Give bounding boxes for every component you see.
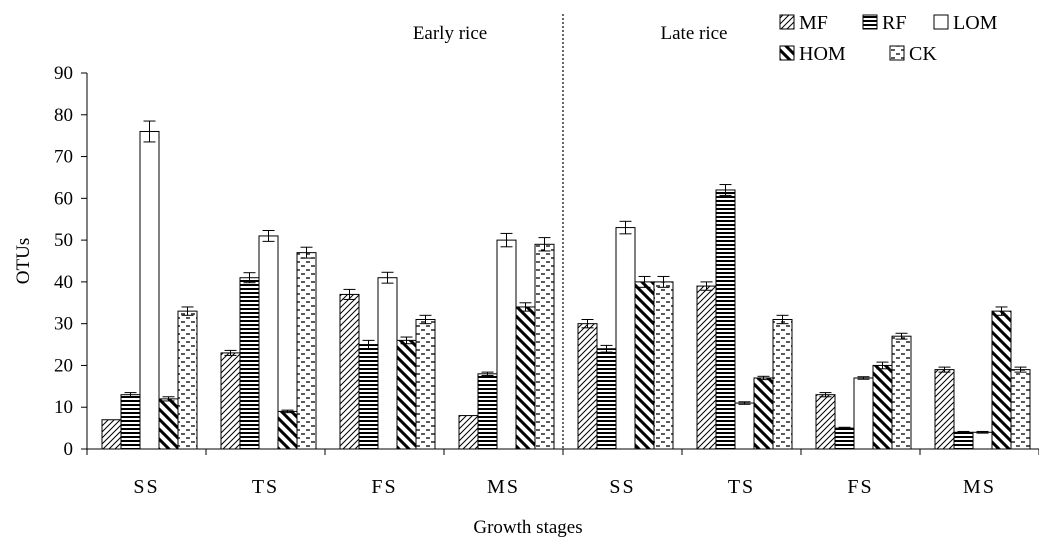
bar-hom [872,364,893,450]
bar-ck [653,281,674,450]
y-tick-label: 0 [64,439,74,460]
bar-hom [634,281,655,450]
bar-rf [477,373,498,450]
bar-rf [834,427,855,450]
legend-label-rf: RF [882,12,906,34]
bar-mf [815,394,836,450]
y-tick-label: 30 [54,314,73,335]
bar-mf [220,352,241,450]
bar-hom [515,306,536,450]
x-axis-title: Growth stages [473,517,582,538]
bar-lom [377,277,398,450]
group-label: Early rice [413,23,487,44]
bar-rf [120,394,141,450]
y-tick-label: 60 [54,188,73,209]
x-category-label: SS [133,476,159,498]
bar-ck [534,243,555,450]
group-label: Late rice [661,23,728,44]
x-category-label: MS [963,476,996,498]
x-category-label: TS [728,476,755,498]
bar-lom [258,235,279,450]
x-category-label: TS [252,476,279,498]
y-tick-label: 40 [54,272,73,293]
legend-swatch-mf [779,14,795,30]
bar-hom [991,310,1012,450]
bar-lom [496,239,517,450]
x-category-label: SS [609,476,635,498]
y-axis-title: OTUs [13,238,34,284]
bar-hom [396,339,417,450]
x-category-label: MS [487,476,520,498]
legend-swatch-lom [933,14,949,30]
bar-mf [577,323,598,450]
x-category-label: FS [371,476,397,498]
y-tick-label: 70 [54,147,73,168]
y-tick-label: 80 [54,105,73,126]
bar-mf [458,415,479,450]
bar-mf [934,369,955,450]
legend-label-mf: MF [799,12,828,34]
bar-rf [596,348,617,450]
bar-hom [277,410,298,450]
bar-mf [101,419,122,450]
legend-label-ck: CK [909,43,937,65]
x-category-label: FS [847,476,873,498]
y-tick-label: 10 [54,397,73,418]
legend-label-hom: HOM [799,43,846,65]
bar-ck [296,252,317,450]
bar-ck [891,335,912,450]
bar-lom [615,227,636,450]
bar-ck [1010,369,1031,450]
bar-ck [177,310,198,450]
legend-swatch-hom [779,45,795,61]
y-tick-label: 20 [54,355,73,376]
y-tick-label: 50 [54,230,73,251]
bar-hom [158,398,179,450]
legend-swatch-rf [862,14,878,30]
legend-swatch-ck [889,45,905,61]
bar-rf [358,344,379,450]
bar-ck [772,318,793,450]
legend-label-lom: LOM [953,12,998,34]
bar-rf [953,431,974,450]
bar-lom [853,377,874,450]
bar-lom [972,431,993,450]
y-tick-label: 90 [54,63,73,84]
bar-lom [734,402,755,450]
bar-mf [339,293,360,450]
bar-mf [696,285,717,450]
bar-ck [415,318,436,450]
bar-rf [715,189,736,450]
bar-lom [139,130,160,450]
bar-rf [239,277,260,450]
bar-hom [753,377,774,450]
